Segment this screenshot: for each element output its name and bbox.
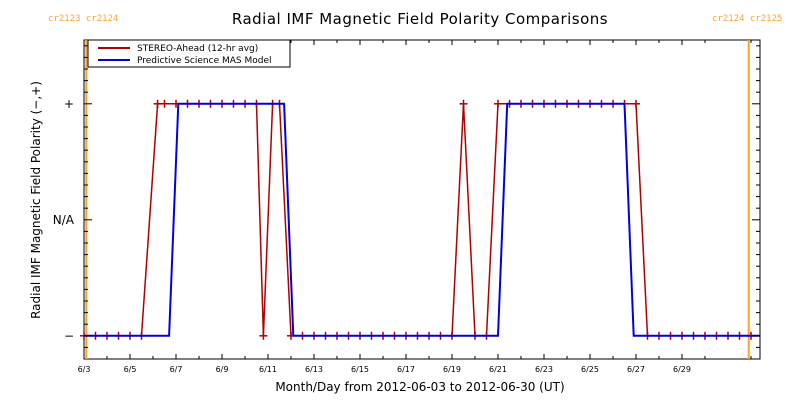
legend-box [87, 39, 291, 68]
plot-frame [83, 39, 761, 360]
x-tick-label: 6/3 [78, 365, 91, 374]
x-axis-label: Month/Day from 2012-06-03 to 2012-06-30 … [275, 380, 564, 394]
data-point-stereo [259, 331, 268, 340]
x-tick-label: 6/13 [305, 365, 323, 374]
x-tick-label: 6/17 [397, 365, 415, 374]
x-tick-label: 6/7 [170, 365, 183, 374]
y-tick-label: − [64, 329, 74, 343]
x-tick-label: 6/21 [489, 365, 507, 374]
x-tick-label: 6/29 [673, 365, 691, 374]
y-axis-label: Radial IMF Magnetic Field Polarity (−,+) [29, 81, 43, 319]
x-tick-label: 6/27 [627, 365, 645, 374]
x-tick-label: 6/15 [351, 365, 369, 374]
series-line-stereo [84, 103, 751, 337]
legend-label-stereo: STEREO-Ahead (12-hr avg) [137, 44, 258, 54]
y-tick-label: + [64, 97, 74, 111]
legend-label-mas: Predictive Science MAS Model [137, 56, 272, 66]
cr-label-right: cr2124 cr2125 [712, 14, 782, 24]
series-line-mas [84, 102, 761, 337]
x-tick-label: 6/19 [443, 365, 461, 374]
x-tick-label: 6/25 [581, 365, 599, 374]
data-point-stereo [459, 99, 468, 108]
data-point-stereo [160, 99, 169, 108]
legend: STEREO-Ahead (12-hr avg) Predictive Scie… [87, 39, 291, 68]
x-tick-label: 6/11 [259, 365, 277, 374]
chart-title: Radial IMF Magnetic Field Polarity Compa… [232, 10, 608, 28]
y-tick-label: N/A [53, 213, 75, 227]
data-point-stereo [494, 99, 502, 108]
x-tick-label: 6/23 [535, 365, 553, 374]
x-tick-label: 6/5 [124, 365, 137, 374]
data-point-stereo [632, 99, 640, 108]
x-tick-label: 6/9 [216, 365, 229, 374]
data-point-stereo [153, 99, 162, 108]
cr-label-left: cr2123 cr2124 [48, 14, 118, 24]
